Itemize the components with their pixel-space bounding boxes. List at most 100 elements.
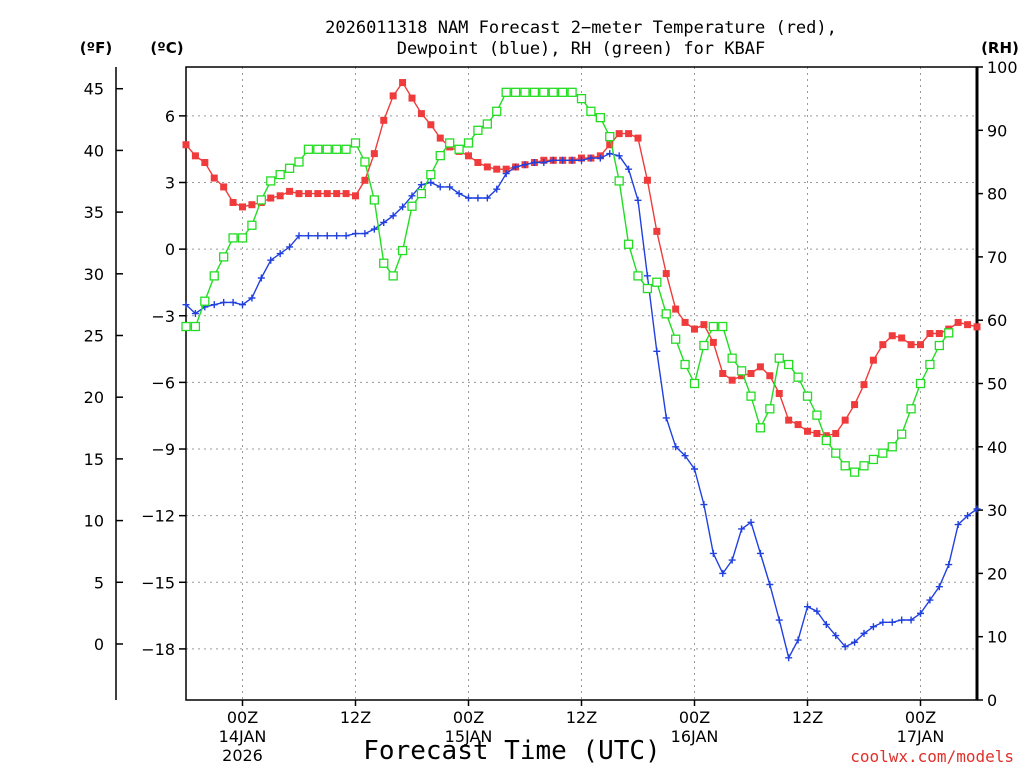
dewpoint-point	[474, 194, 482, 202]
fahrenheit-tick-label: 5	[94, 573, 104, 592]
chart-title-line1: 2026011318 NAM Forecast 2−meter Temperat…	[325, 18, 837, 38]
temperature-point	[417, 110, 425, 118]
temperature-point	[719, 370, 727, 378]
temperature-point	[926, 330, 934, 338]
rh-point	[661, 309, 671, 319]
fahrenheit-tick-label: 35	[84, 203, 104, 222]
temperature-point	[295, 190, 303, 198]
dewpoint-point	[766, 581, 774, 589]
rh-tick-label: 70	[987, 248, 1007, 267]
temperature-point	[785, 416, 793, 424]
dewpoint-point	[455, 190, 463, 198]
temperature-point	[389, 92, 397, 100]
temperature-point	[352, 192, 359, 200]
rh-point	[915, 378, 926, 389]
dewpoint-point	[822, 620, 830, 628]
dewpoint-point	[191, 310, 199, 318]
fahrenheit-tick-label: 45	[84, 80, 104, 99]
temperature-point	[427, 121, 435, 129]
rh-point	[708, 321, 718, 332]
rh-point	[567, 87, 577, 97]
dewpoint-point	[662, 414, 670, 422]
rh-point	[539, 87, 549, 97]
fahrenheit-tick-label: 30	[84, 265, 104, 284]
temperature-point	[691, 325, 698, 333]
celsius-tick-label: −3	[151, 307, 175, 326]
dewpoint-point	[361, 230, 369, 238]
temperature-point	[304, 190, 312, 198]
dewpoint-point	[672, 443, 680, 451]
temperature-point	[964, 321, 972, 329]
temperature-point	[700, 321, 708, 329]
dewpoint-point	[540, 159, 548, 167]
temperature-point	[841, 416, 849, 424]
rh-point	[633, 271, 643, 281]
rh-point	[275, 169, 285, 180]
rh-point	[219, 252, 229, 262]
dewpoint-point	[267, 256, 275, 264]
rh-point	[727, 353, 737, 363]
dewpoint-point	[898, 616, 906, 624]
temperature-point	[935, 330, 943, 338]
temperature-point	[662, 270, 670, 278]
x-tick-date-label: 17JAN	[897, 727, 945, 746]
dewpoint-point	[502, 170, 510, 178]
temperature-point	[709, 338, 717, 346]
dewpoint-point	[521, 161, 529, 169]
temperature-point	[766, 372, 774, 380]
temperature-point	[653, 227, 661, 235]
dewpoint-point	[907, 616, 915, 624]
rh-point	[520, 87, 530, 97]
dewpoint-point	[653, 347, 661, 355]
rh-point	[652, 277, 662, 287]
credit-text: coolwx.com/models	[850, 747, 1014, 766]
dewpoint-point	[643, 272, 651, 280]
axes	[115, 66, 983, 706]
rh-point	[190, 321, 201, 332]
dewpoint-point	[945, 561, 953, 569]
dewpoint-point	[813, 607, 821, 615]
fahrenheit-tick-label: 15	[84, 450, 104, 469]
temperature-point	[229, 198, 237, 206]
dewpoint-point	[888, 618, 896, 626]
temperature-point	[954, 318, 962, 326]
rh-point	[445, 138, 455, 148]
x-tick-date-label: 15JAN	[445, 727, 493, 746]
x-tick-time-label: 00Z	[905, 708, 936, 727]
rh-point	[416, 188, 427, 199]
temperature-point	[286, 187, 294, 195]
fahrenheit-tick-label: 20	[84, 388, 104, 407]
celsius-tick-label: −15	[141, 573, 175, 592]
temperature-point	[220, 183, 228, 191]
dewpoint-point	[210, 301, 218, 309]
temperature-point	[502, 165, 510, 173]
rh-axis-label: (RH)	[981, 39, 1019, 57]
rh-point	[755, 423, 766, 433]
rh-point	[925, 359, 935, 370]
x-axis-label: Forecast Time (UTC)	[363, 736, 660, 766]
temperature-point	[465, 152, 472, 160]
dewpoint-point	[399, 203, 407, 211]
dewpoint-point	[917, 609, 924, 617]
dewpoint-point	[926, 596, 934, 604]
dewpoint-point	[973, 505, 981, 513]
fahrenheit-tick-label: 10	[84, 512, 104, 531]
rh-point	[341, 144, 351, 154]
rh-point	[671, 334, 681, 344]
rh-point	[576, 94, 587, 104]
rh-point	[200, 296, 210, 306]
temperature-point	[342, 190, 350, 198]
temperature-point	[248, 201, 256, 209]
dewpoint-point	[756, 549, 764, 557]
rh-point	[181, 321, 191, 332]
dewpoint-point	[719, 569, 727, 577]
temperature-point	[267, 194, 275, 202]
rh-point	[284, 163, 295, 173]
dewpoint-point	[436, 183, 444, 191]
rh-point	[388, 271, 398, 281]
rh-tick-label: 40	[987, 438, 1007, 457]
rh-point	[586, 106, 596, 116]
temperature-point	[643, 176, 651, 184]
temperature-point	[606, 141, 614, 149]
rh-point	[529, 87, 540, 97]
